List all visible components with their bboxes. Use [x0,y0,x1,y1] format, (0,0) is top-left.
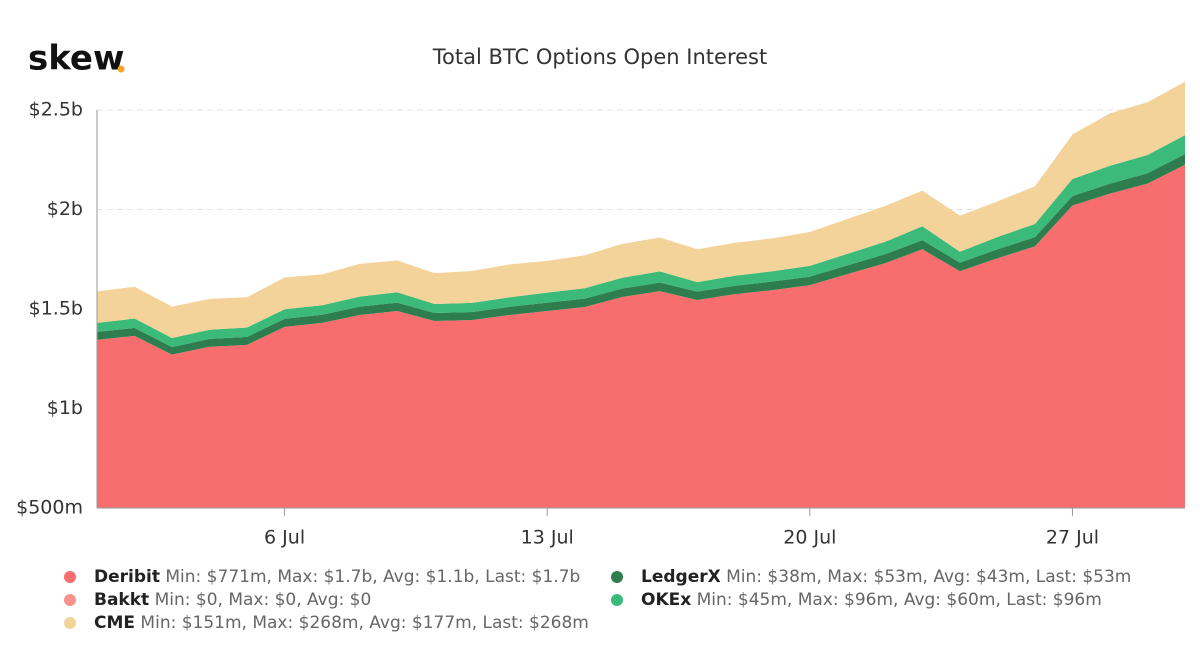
area [97,81,1185,339]
area [97,164,1185,508]
legend-marker [64,571,76,583]
legend-marker [64,617,76,629]
logo: skew [28,39,124,79]
chart-title: Total BTC Options Open Interest [432,45,767,69]
legend-stats: Min: $0, Max: $0, Avg: $0 [155,590,372,610]
legend-entry: Bakkt Min: $0, Max: $0, Avg: $0 [94,590,371,610]
legend-stats: Min: $45m, Max: $96m, Avg: $60m, Last: $… [697,590,1102,610]
x-tick-label: 6 Jul [264,527,305,549]
legend-name: LedgerX [641,567,721,587]
legend-stats: Min: $151m, Max: $268m, Avg: $177m, Last… [140,613,588,633]
y-tick-label: $1.5b [29,298,83,320]
legend-marker [611,571,623,583]
y-tick-label: $2b [47,198,83,220]
logo-dot [117,65,125,73]
x-tick-label: 13 Jul [521,527,574,549]
legend-entry: LedgerX Min: $38m, Max: $53m, Avg: $43m,… [641,567,1131,587]
x-tick-label: 20 Jul [783,527,836,549]
legend-stats: Min: $38m, Max: $53m, Avg: $43m, Last: $… [726,567,1131,587]
legend-stats: Min: $771m, Max: $1.7b, Avg: $1.1b, Last… [165,567,580,587]
x-tick-label: 27 Jul [1046,527,1099,549]
y-tick-label: $2.5b [29,99,83,121]
legend-entry: OKEx Min: $45m, Max: $96m, Avg: $60m, La… [641,590,1102,610]
y-tick-label: $500m [16,497,83,519]
legend-marker [611,594,623,606]
legend-name: OKEx [641,590,691,610]
legend-entry: CME Min: $151m, Max: $268m, Avg: $177m, … [94,613,589,633]
legend-entry: Deribit Min: $771m, Max: $1.7b, Avg: $1.… [94,567,580,587]
legend-name: Bakkt [94,590,149,610]
y-tick-label: $1b [47,397,83,419]
legend-marker [64,594,76,606]
legend-name: Deribit [94,567,160,587]
legend-name: CME [94,613,135,633]
